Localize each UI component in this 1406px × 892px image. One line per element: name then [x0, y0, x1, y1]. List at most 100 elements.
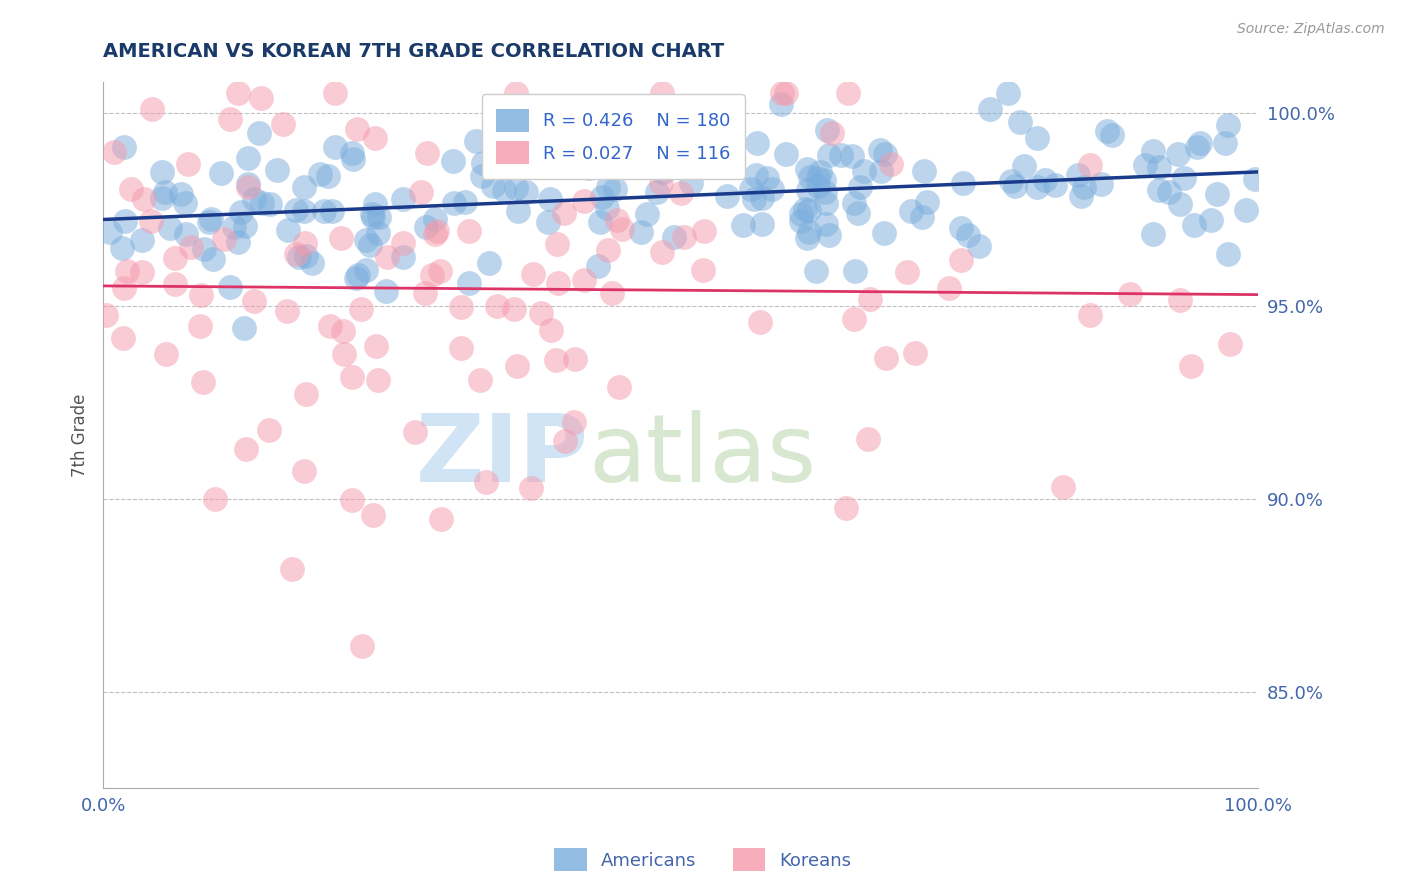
- Point: [537, 215, 560, 229]
- Point: [505, 181, 527, 195]
- Point: [222, 219, 245, 234]
- Point: [1218, 119, 1240, 133]
- Point: [835, 501, 858, 516]
- Point: [361, 207, 384, 221]
- Point: [790, 214, 813, 228]
- Point: [117, 264, 139, 278]
- Point: [796, 162, 818, 177]
- Point: [574, 273, 596, 287]
- Point: [141, 214, 163, 228]
- Point: [292, 180, 315, 194]
- Point: [790, 206, 813, 220]
- Point: [430, 511, 453, 525]
- Point: [250, 91, 273, 105]
- Point: [361, 508, 384, 523]
- Point: [465, 134, 488, 148]
- Text: atlas: atlas: [588, 410, 817, 502]
- Point: [815, 217, 838, 231]
- Point: [856, 432, 879, 446]
- Point: [541, 109, 564, 123]
- Point: [997, 87, 1019, 101]
- Point: [1185, 140, 1208, 154]
- Point: [492, 158, 515, 172]
- Point: [949, 220, 972, 235]
- Point: [1147, 183, 1170, 197]
- Point: [98, 225, 121, 239]
- Point: [354, 233, 377, 247]
- Point: [979, 102, 1001, 116]
- Point: [957, 228, 980, 243]
- Point: [443, 196, 465, 211]
- Point: [600, 285, 623, 300]
- Point: [751, 191, 773, 205]
- Point: [731, 218, 754, 232]
- Point: [423, 227, 446, 242]
- Point: [457, 277, 479, 291]
- Point: [1234, 203, 1257, 218]
- Point: [1014, 160, 1036, 174]
- Point: [564, 351, 586, 366]
- Point: [94, 308, 117, 322]
- Point: [1168, 197, 1191, 211]
- Point: [257, 423, 280, 437]
- Point: [596, 244, 619, 258]
- Point: [591, 190, 613, 204]
- Point: [859, 292, 882, 306]
- Point: [180, 240, 202, 254]
- Point: [808, 165, 831, 179]
- Point: [218, 112, 240, 126]
- Point: [233, 219, 256, 233]
- Point: [367, 373, 389, 387]
- Point: [844, 311, 866, 326]
- Point: [1043, 178, 1066, 193]
- Point: [818, 227, 841, 242]
- Point: [112, 331, 135, 345]
- Point: [346, 122, 368, 136]
- Point: [409, 185, 432, 199]
- Point: [340, 370, 363, 384]
- Point: [799, 169, 821, 184]
- Point: [692, 263, 714, 277]
- Point: [276, 304, 298, 318]
- Point: [457, 224, 479, 238]
- Point: [952, 176, 974, 190]
- Point: [112, 281, 135, 295]
- Point: [506, 204, 529, 219]
- Point: [505, 87, 527, 101]
- Point: [598, 180, 620, 194]
- Point: [650, 177, 672, 191]
- Point: [236, 177, 259, 191]
- Point: [236, 151, 259, 165]
- Point: [295, 249, 318, 263]
- Point: [236, 180, 259, 194]
- Point: [391, 251, 413, 265]
- Point: [120, 182, 142, 196]
- Point: [1147, 160, 1170, 174]
- Point: [815, 123, 838, 137]
- Point: [344, 271, 367, 285]
- Point: [873, 226, 896, 240]
- Point: [1173, 171, 1195, 186]
- Point: [912, 164, 935, 178]
- Point: [426, 224, 449, 238]
- Point: [1213, 136, 1236, 151]
- Point: [588, 215, 610, 229]
- Point: [502, 145, 524, 159]
- Point: [193, 242, 215, 256]
- Point: [112, 140, 135, 154]
- Point: [174, 195, 197, 210]
- Point: [1004, 178, 1026, 193]
- Point: [756, 170, 779, 185]
- Point: [503, 301, 526, 316]
- Point: [846, 205, 869, 219]
- Point: [568, 159, 591, 173]
- Point: [1070, 189, 1092, 203]
- Point: [347, 268, 370, 282]
- Point: [333, 346, 356, 360]
- Point: [904, 346, 927, 360]
- Point: [478, 256, 501, 270]
- Point: [515, 185, 537, 199]
- Point: [672, 229, 695, 244]
- Point: [131, 265, 153, 279]
- Point: [218, 280, 240, 294]
